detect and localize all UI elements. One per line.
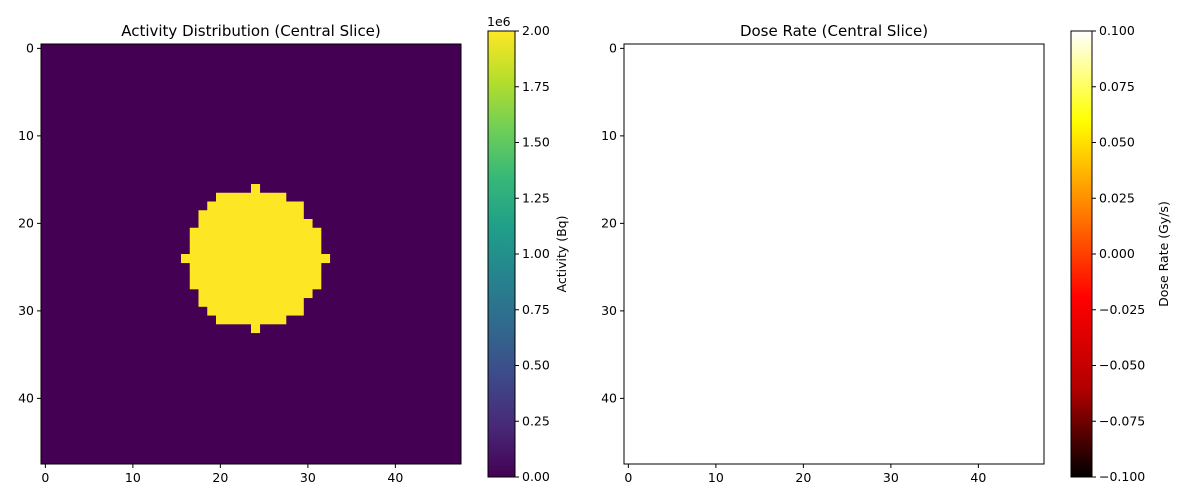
activity-filled-row: [198, 297, 304, 307]
dose-rate-colorbar-bar: [1070, 30, 1093, 478]
activity-axes-frame: [40, 43, 462, 465]
activity-colorbar-offset-text: 1e6: [487, 14, 511, 29]
activity-filled-row: [189, 245, 322, 255]
activity-y-tick-label: 30: [18, 303, 34, 318]
dose-rate-x-tick-label: 40: [970, 470, 986, 485]
activity-colorbar-label: Activity (Bq): [554, 216, 569, 293]
activity-filled-row: [198, 219, 313, 229]
activity-panel: Activity Distribution (Central Slice) 0 1…: [18, 22, 462, 485]
activity-y-tick-label: 0: [26, 40, 34, 55]
dose-rate-colorbar-ticks: −0.100 −0.075 −0.050 −0.025 0.000 0.025 0.050 0…: [1092, 23, 1145, 484]
activity-filled-row: [251, 184, 261, 194]
activity-filled-row: [189, 271, 322, 281]
activity-filled-row: [189, 262, 322, 272]
activity-filled-row: [198, 289, 313, 299]
dose-rate-y-tick-label: 10: [601, 128, 617, 143]
dose-rate-x-axis: 0 10 20 30 40: [624, 464, 986, 485]
activity-colorbar: 1e6 0.00 0.25 0.50 0.75 1.00 1.25 1.50 1.75 2.00…: [487, 14, 569, 484]
dose-rate-chart-title: Dose Rate (Central Slice): [740, 22, 928, 40]
dose-rate-colorbar-tick-label: 0.075: [1099, 79, 1135, 94]
activity-filled-row: [216, 315, 287, 325]
activity-y-axis: 0 10 20 30 40: [18, 40, 41, 405]
activity-filled-row: [181, 254, 331, 264]
dose-rate-y-axis: 0 10 20 30 40: [601, 40, 624, 405]
activity-filled-row: [251, 324, 261, 334]
dose-rate-image: [624, 44, 1044, 464]
activity-x-tick-label: 20: [212, 470, 228, 485]
dose-rate-x-tick-label: 10: [708, 470, 724, 485]
activity-filled-row: [216, 192, 287, 202]
activity-filled-row: [189, 280, 322, 290]
dose-rate-y-tick-label: 40: [601, 390, 617, 405]
activity-colorbar-tick-label: 0.25: [522, 413, 550, 428]
dose-rate-colorbar-tick-label: 0.100: [1099, 23, 1135, 38]
dose-rate-x-tick-label: 0: [624, 470, 632, 485]
activity-colorbar-tick-label: 1.50: [522, 135, 550, 150]
dose-rate-axes-frame: [623, 43, 1045, 465]
dose-rate-colorbar-tick-label: 0.025: [1099, 190, 1135, 205]
dose-rate-colorbar-tick-label: −0.025: [1099, 302, 1145, 317]
activity-x-axis: 0 10 20 30 40: [41, 464, 403, 485]
activity-x-tick-label: 40: [387, 470, 403, 485]
dose-rate-y-tick-label: 20: [601, 215, 617, 230]
activity-filled-row: [189, 227, 322, 237]
dose-rate-panel: Dose Rate (Central Slice) 0 10 20 30 40 0 10 2…: [601, 22, 1045, 485]
activity-colorbar-tick-label: 0.50: [522, 358, 550, 373]
activity-x-tick-label: 10: [125, 470, 141, 485]
activity-colorbar-tick-label: 1.00: [522, 246, 550, 261]
dose-rate-x-tick-label: 20: [795, 470, 811, 485]
activity-filled-row: [207, 306, 304, 316]
activity-filled-row: [189, 236, 322, 246]
activity-chart-title: Activity Distribution (Central Slice): [121, 22, 381, 40]
activity-colorbar-tick-label: 0.00: [522, 469, 550, 484]
dose-rate-colorbar: −0.100 −0.075 −0.050 −0.025 0.000 0.025 0.050 0…: [1070, 23, 1171, 484]
activity-x-tick-label: 0: [41, 470, 49, 485]
activity-image: [41, 44, 461, 464]
dose-rate-colorbar-tick-label: 0.050: [1099, 135, 1135, 150]
activity-colorbar-tick-label: 1.75: [522, 79, 550, 94]
dose-rate-x-tick-label: 30: [883, 470, 899, 485]
activity-colorbar-tick-label: 2.00: [522, 23, 550, 38]
dose-rate-y-tick-label: 30: [601, 303, 617, 318]
activity-colorbar-tick-label: 0.75: [522, 302, 550, 317]
activity-colorbar-tick-label: 1.25: [522, 190, 550, 205]
activity-colorbar-bar: [487, 30, 516, 478]
activity-x-tick-label: 30: [300, 470, 316, 485]
dose-rate-colorbar-tick-label: −0.100: [1099, 469, 1145, 484]
activity-y-tick-label: 20: [18, 215, 34, 230]
dose-rate-colorbar-tick-label: 0.000: [1099, 246, 1135, 261]
activity-colorbar-ticks: 0.00 0.25 0.50 0.75 1.00 1.25 1.50 1.75 2.00: [515, 23, 550, 484]
activity-filled-row: [198, 210, 304, 220]
activity-filled-row: [207, 201, 304, 211]
activity-y-tick-label: 10: [18, 128, 34, 143]
dose-rate-colorbar-tick-label: −0.075: [1099, 413, 1145, 428]
dose-rate-colorbar-tick-label: −0.050: [1099, 358, 1145, 373]
dose-rate-colorbar-label: Dose Rate (Gy/s): [1156, 201, 1171, 307]
dose-rate-y-tick-label: 0: [609, 40, 617, 55]
activity-y-tick-label: 40: [18, 390, 34, 405]
